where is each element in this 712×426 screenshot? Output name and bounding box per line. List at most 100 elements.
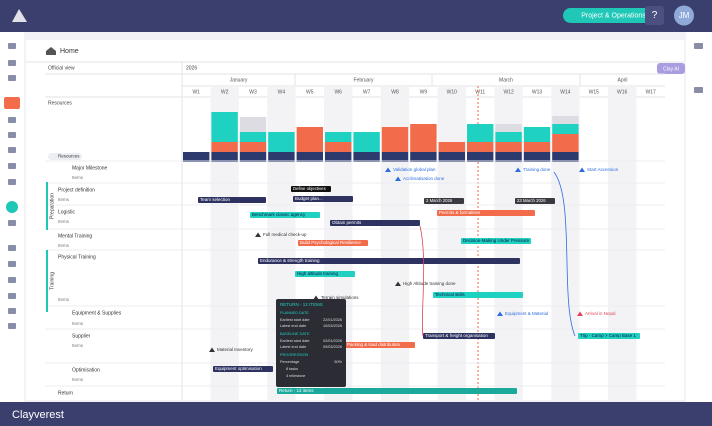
month-label: March xyxy=(499,77,513,83)
row-label: Mental Training xyxy=(58,233,92,239)
milestone-label: Terrain simulations xyxy=(321,295,359,300)
milestone-icon[interactable] xyxy=(209,347,215,353)
task-bar[interactable] xyxy=(295,271,355,277)
tooltip-title: RETURN - 12 ITEMS xyxy=(280,302,323,307)
row-items: Items xyxy=(58,197,70,202)
nav-icon[interactable] xyxy=(8,43,16,49)
nav-icon[interactable] xyxy=(8,277,16,283)
date-tag xyxy=(424,198,464,204)
milestone-icon[interactable] xyxy=(577,311,583,317)
filter-chip[interactable] xyxy=(48,153,82,160)
nav-dot[interactable] xyxy=(6,201,18,213)
week-label: W8 xyxy=(391,89,399,95)
row-label: Project definition xyxy=(58,187,95,193)
week-label: W5 xyxy=(306,89,314,95)
month-label: February xyxy=(353,77,374,83)
row-items: Items xyxy=(58,219,70,224)
task-bar[interactable] xyxy=(345,342,415,348)
task-bar[interactable] xyxy=(293,196,353,202)
resource-segment xyxy=(495,152,522,162)
task-label: Budget plan... xyxy=(295,196,323,201)
row-items: Items xyxy=(72,377,84,382)
resource-segment xyxy=(296,127,323,152)
milestone-icon[interactable] xyxy=(255,232,261,238)
resource-segment xyxy=(211,152,238,162)
group-label: Training xyxy=(49,272,55,290)
nav-icon[interactable] xyxy=(8,220,16,226)
workspace-button[interactable] xyxy=(563,8,664,23)
week-label: W14 xyxy=(560,89,571,95)
task-bar[interactable] xyxy=(433,292,523,298)
nav-icon[interactable] xyxy=(8,293,16,299)
milestone-label: Training done xyxy=(523,167,551,172)
milestone-icon[interactable] xyxy=(579,167,585,173)
tooltip-heading: BASELINE DATE xyxy=(280,332,310,336)
task-bar[interactable] xyxy=(250,212,320,218)
year: 2026 xyxy=(186,65,197,71)
task-label: Permits & formalities xyxy=(439,210,481,215)
milestone-icon[interactable] xyxy=(395,281,401,287)
side-icon[interactable] xyxy=(694,43,703,49)
dependency xyxy=(553,171,576,337)
resource-segment xyxy=(495,124,522,132)
nav-icon[interactable] xyxy=(8,75,16,81)
week-label: W11 xyxy=(475,89,485,95)
resource-segment xyxy=(239,142,267,152)
task-label: Return - 12 items xyxy=(279,388,314,393)
date-tag-label: 23 March 2026 xyxy=(517,198,546,203)
milestone-label: High Altitude training done xyxy=(403,281,456,286)
breadcrumb: Home xyxy=(60,48,79,55)
tooltip-key: Latest end date xyxy=(280,324,306,328)
home-icon xyxy=(46,47,56,55)
nav-icon[interactable] xyxy=(8,147,16,153)
nav-icon[interactable] xyxy=(8,308,16,314)
row-items: Items xyxy=(58,243,70,248)
task-bar[interactable] xyxy=(213,366,273,372)
task-bar[interactable] xyxy=(461,238,531,244)
nav-icon[interactable] xyxy=(8,163,16,169)
nav-icon[interactable] xyxy=(8,132,16,138)
nav-icon[interactable] xyxy=(8,261,16,267)
task-bar[interactable] xyxy=(298,240,368,246)
milestone-icon[interactable] xyxy=(385,167,391,173)
active-nav[interactable] xyxy=(4,97,20,109)
task-bar[interactable] xyxy=(423,333,495,339)
milestone-icon[interactable] xyxy=(497,311,503,317)
row-items: Items xyxy=(58,297,70,302)
task-label: Obtain permits xyxy=(332,220,362,225)
nav-icon[interactable] xyxy=(8,179,16,185)
week-label: W3 xyxy=(249,89,257,95)
milestone-label: Full medical check-up xyxy=(263,232,307,237)
milestone-icon[interactable] xyxy=(395,176,401,182)
week-label: W13 xyxy=(532,89,543,95)
tooltip-value: 50% xyxy=(334,360,342,364)
nav-icon[interactable] xyxy=(8,323,16,329)
side-icon[interactable] xyxy=(694,87,703,93)
avatar[interactable] xyxy=(674,5,694,26)
milestone-icon[interactable] xyxy=(515,167,521,173)
nav-icon[interactable] xyxy=(8,245,16,251)
nav-icon[interactable] xyxy=(8,117,16,123)
date-tag xyxy=(291,186,331,192)
resource-segment xyxy=(467,124,494,142)
tooltip-key: Latest end date xyxy=(280,345,306,349)
task-label: Endurance & strength training xyxy=(260,258,320,263)
resource-segment xyxy=(325,132,352,142)
nav-icon[interactable] xyxy=(8,60,16,66)
resource-segment xyxy=(239,117,267,132)
task-bar[interactable] xyxy=(578,333,640,339)
footer-brand: Clayverest xyxy=(12,409,64,421)
task-bar[interactable] xyxy=(277,388,517,394)
task-bar[interactable] xyxy=(437,210,535,216)
task-bar[interactable] xyxy=(258,258,520,264)
milestone-icon[interactable] xyxy=(313,295,319,301)
clay-ai-button[interactable] xyxy=(657,63,685,74)
week-label: W17 xyxy=(645,89,656,95)
help-button[interactable] xyxy=(645,6,664,25)
week-label: W16 xyxy=(617,89,628,95)
row-items: Items xyxy=(72,175,84,180)
resource-segment xyxy=(268,132,295,152)
milestone-label: Validation global plan xyxy=(393,167,436,172)
task-bar[interactable] xyxy=(330,220,420,226)
task-bar[interactable] xyxy=(198,197,266,203)
